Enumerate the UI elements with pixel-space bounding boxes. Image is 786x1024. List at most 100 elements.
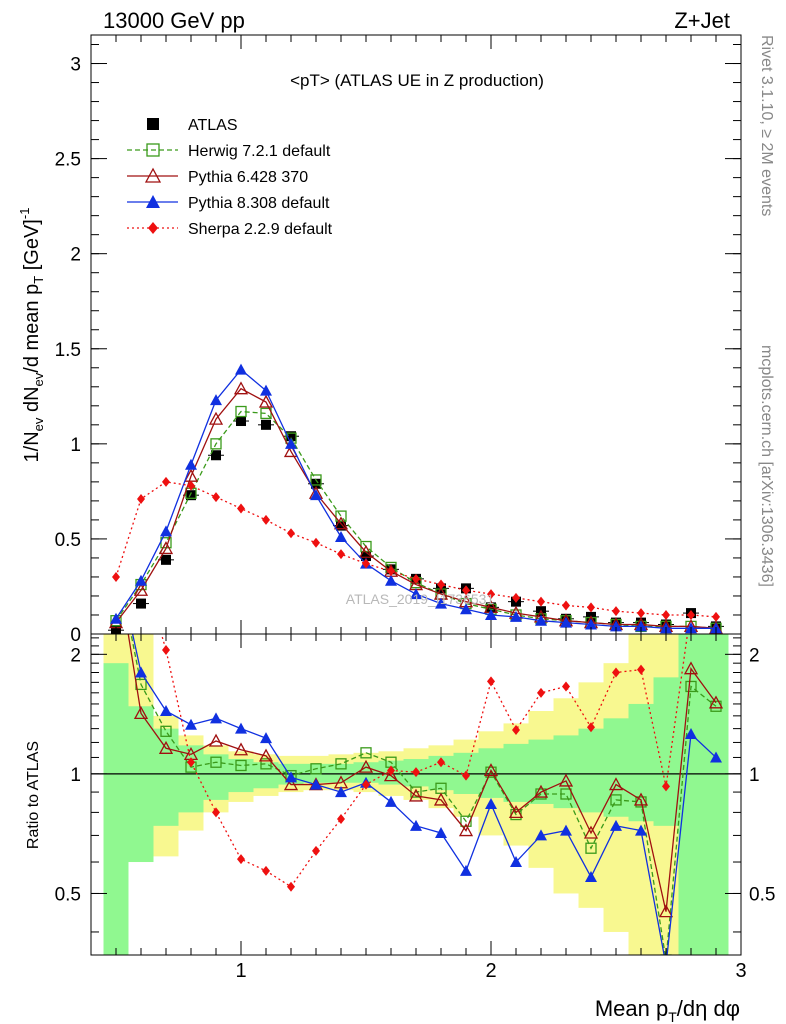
sherpa-2-2-9-default-point xyxy=(162,645,170,656)
pythia-8-308-default-point xyxy=(510,856,522,868)
atlas-point xyxy=(286,431,296,442)
pythia-8-308-default-point xyxy=(635,620,647,632)
sherpa-2-2-9-default-point xyxy=(337,549,345,560)
sherpa-2-2-9-default-point xyxy=(537,687,545,698)
y-tick-label: 2 xyxy=(70,245,81,266)
pythia-6-428-370-point xyxy=(233,742,249,756)
pythia-8-308-default-point xyxy=(235,722,247,734)
sherpa-2-2-9-default-point xyxy=(312,845,320,856)
pythia-8-308-default-point xyxy=(710,751,722,763)
pythia-6-428-370-point xyxy=(683,661,699,675)
pythia-8-308-default-point xyxy=(560,824,572,836)
sherpa-2-2-9-default-point xyxy=(687,609,695,620)
pythia-6-428-370-line xyxy=(127,634,717,912)
herwig-7-2-1-default-point xyxy=(210,438,222,450)
sherpa-2-2-9-default-point xyxy=(412,767,420,778)
pythia-8-308-default-point xyxy=(510,610,522,622)
sherpa-2-2-9-default-point xyxy=(462,770,470,781)
herwig-7-2-1-default-point xyxy=(235,405,247,418)
sherpa-2-2-9-default-point xyxy=(262,514,270,525)
sherpa-2-2-9-default-point xyxy=(212,807,220,818)
sherpa-2-2-9-default-point xyxy=(662,781,670,792)
pythia-6-428-370-point xyxy=(608,777,624,791)
atlas-point xyxy=(261,419,271,430)
inner-band-bin xyxy=(678,634,704,955)
pythia-6-428-370-point xyxy=(358,544,374,558)
pythia-6-428-370-point xyxy=(533,784,549,798)
inner-band-bin xyxy=(328,763,354,783)
pythia-8-308-default-point xyxy=(585,618,597,630)
x-tick-label: 2 xyxy=(485,960,496,982)
y-tick-label: 0.5 xyxy=(55,884,81,905)
herwig-7-2-1-default-point xyxy=(560,788,572,800)
y-tick-label: 2.5 xyxy=(55,150,81,171)
pythia-6-428-370-point xyxy=(358,759,374,773)
inner-band-bin xyxy=(178,745,204,813)
sherpa-2-2-9-default-point xyxy=(287,528,295,539)
y-tick-label: 0.5 xyxy=(55,530,81,551)
sherpa-2-2-9-default-point xyxy=(487,589,495,600)
pythia-6-428-370-point xyxy=(483,763,499,777)
chart-title: <pT> (ATLAS UE in Z production) xyxy=(290,71,544,90)
pythia-8-308-default-point xyxy=(135,666,147,678)
x-axis-label: Mean pT/dη dφ xyxy=(595,996,740,1024)
herwig-7-2-1-default-point xyxy=(260,758,272,770)
y-tick-label: 2 xyxy=(70,645,81,666)
pythia-8-308-default-point xyxy=(285,437,297,449)
y-tick-label-right: 2 xyxy=(749,645,760,666)
pythia-8-308-default-point xyxy=(210,712,222,724)
pythia-8-308-default-point xyxy=(610,819,622,831)
y-tick-label: 1 xyxy=(70,765,81,786)
pythia-8-308-default-point xyxy=(460,864,472,876)
y-tick-label-right: 1 xyxy=(749,765,760,786)
pythia-8-308-default-point xyxy=(335,786,347,798)
herwig-7-2-1-default-point xyxy=(310,763,322,775)
sherpa-2-2-9-default-point xyxy=(212,492,220,503)
inner-band-bin xyxy=(253,762,279,789)
pythia-6-428-370-point xyxy=(110,552,122,563)
inner-band-bin xyxy=(703,634,729,955)
inner-band-bin xyxy=(153,728,179,826)
x-tick-label: 3 xyxy=(735,960,746,982)
herwig-7-2-1-default-point xyxy=(111,553,121,563)
atlas-point xyxy=(236,416,246,427)
herwig-7-2-1-default-point xyxy=(260,407,272,420)
atlas-point xyxy=(311,478,321,489)
herwig-7-2-1-default-point xyxy=(485,766,497,778)
atlas-point xyxy=(161,554,171,565)
atlas-point xyxy=(361,551,371,562)
inner-band-bin xyxy=(203,754,229,800)
sherpa-2-2-9-default-point xyxy=(237,854,245,865)
pythia-6-428-370-point xyxy=(633,792,649,806)
pythia-8-308-default-point xyxy=(585,871,597,883)
sherpa-2-2-9-default-point xyxy=(437,579,445,590)
pythia-8-308-default-point xyxy=(535,829,547,841)
legend-pythia-8-308-default-label: Pythia 8.308 default xyxy=(188,195,330,212)
herwig-7-2-1-default-point xyxy=(460,815,472,827)
ratio-uncertainty-bands xyxy=(91,634,741,955)
pythia-8-308-default-point xyxy=(460,603,472,615)
rivet-label: Rivet 3.1.10, ≥ 2M events xyxy=(758,35,775,216)
legend-sherpa-2-2-9-default-marker xyxy=(148,222,158,234)
sherpa-2-2-9-default-point xyxy=(137,558,145,568)
pythia-8-308-default-point xyxy=(560,616,572,628)
sherpa-2-2-9-default-point xyxy=(187,757,195,768)
sherpa-2-2-9-default-point xyxy=(387,566,395,577)
y-tick-label-right: 0.5 xyxy=(749,884,775,905)
pythia-8-308-default-point xyxy=(685,728,697,740)
pythia-8-308-default-point xyxy=(385,795,397,807)
ratio-y-axis-label: Ratio to ATLAS xyxy=(25,741,42,849)
pythia-6-428-370-point xyxy=(708,695,724,709)
pythia-6-428-370-point xyxy=(233,381,249,395)
inner-band-bin xyxy=(103,663,129,955)
pythia-6-428-370-point xyxy=(408,788,424,802)
sherpa-2-2-9-default-point xyxy=(612,667,620,678)
pythia-8-308-default-point xyxy=(110,552,122,563)
herwig-7-2-1-default-point xyxy=(360,747,372,759)
pythia-8-308-default-point xyxy=(185,718,197,730)
sherpa-2-2-9-default-point xyxy=(312,537,320,548)
sherpa-2-2-9-default-point xyxy=(637,608,645,619)
pythia-6-428-370-point xyxy=(508,805,524,819)
pythia-6-428-370-point xyxy=(283,777,299,791)
